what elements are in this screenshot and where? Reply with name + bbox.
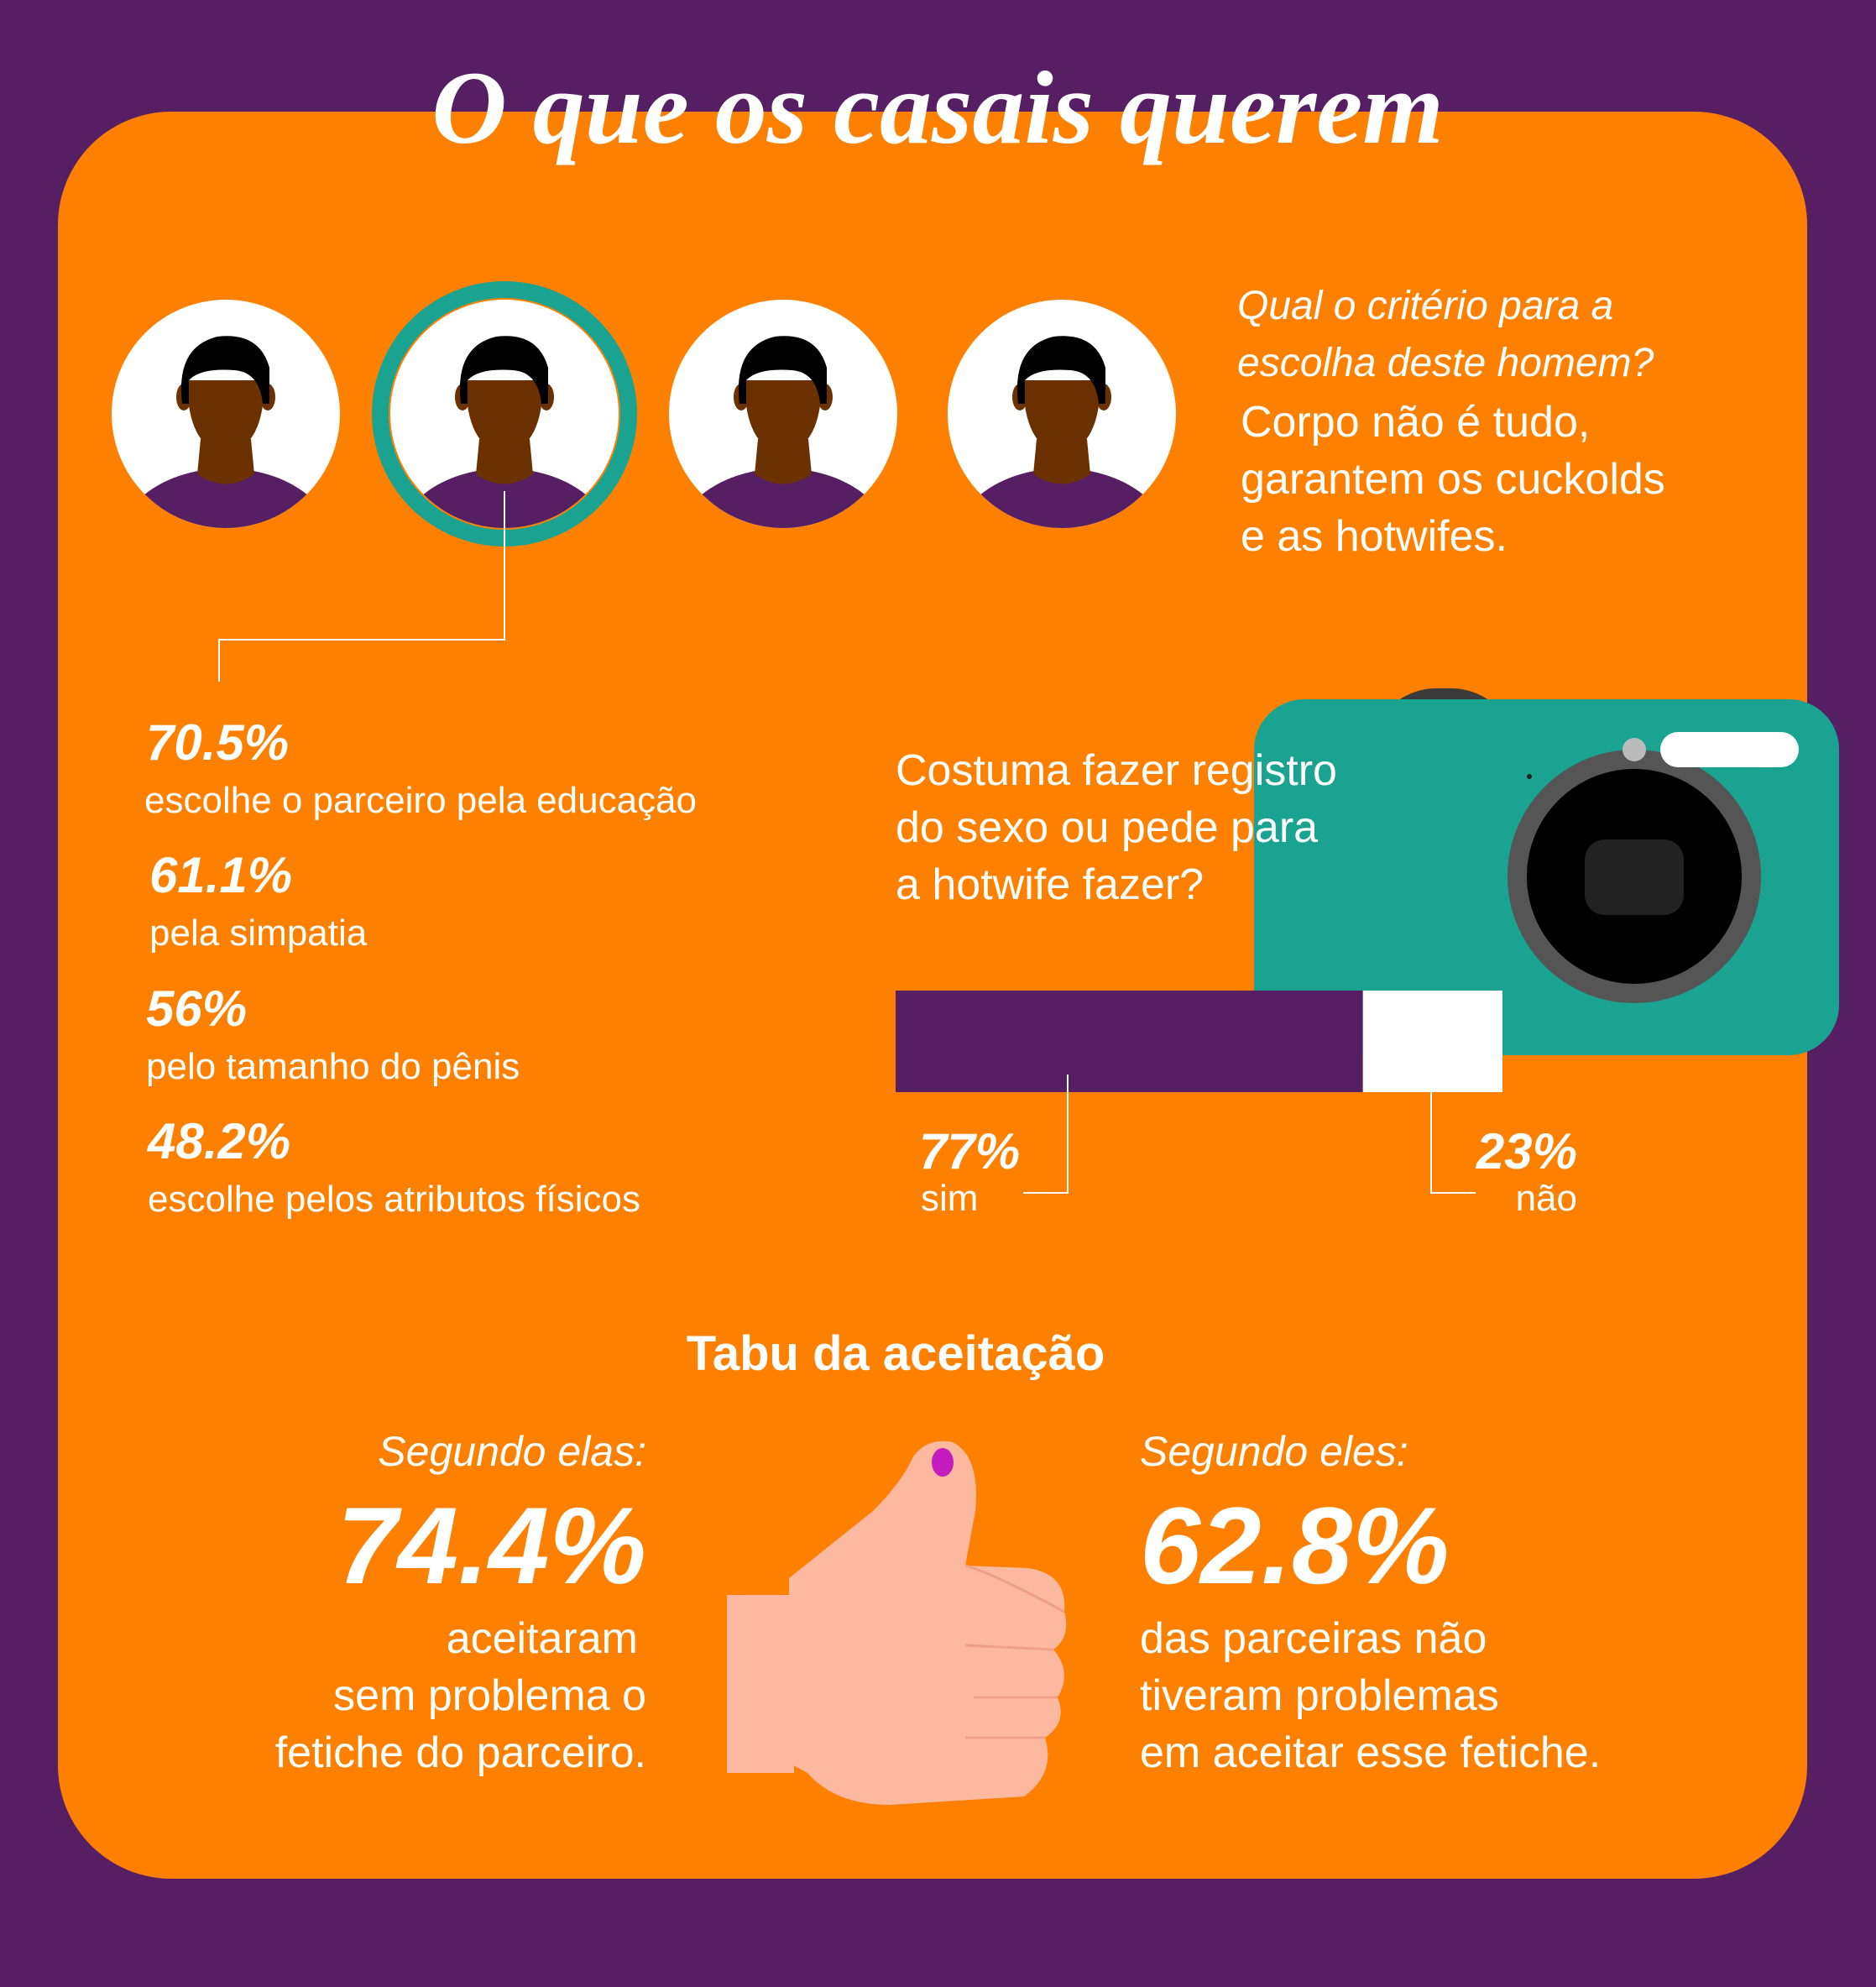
- body-text: em aceitar esse fetiche.: [1140, 1728, 1601, 1777]
- big-value: 74.4%: [337, 1484, 646, 1607]
- body-text: aceitaram: [447, 1614, 638, 1663]
- poll-bar: [896, 991, 1502, 1092]
- bar-segment: [1362, 991, 1502, 1092]
- connector: [1430, 1092, 1476, 1194]
- answer: garantem os cuckolds: [1241, 455, 1665, 504]
- section-title: Tabu da aceitação: [687, 1326, 1105, 1381]
- connector: [218, 491, 505, 682]
- stat-value: 56%: [146, 980, 247, 1037]
- answer: Corpo não é tudo,: [1241, 398, 1590, 447]
- bar-segment: [896, 991, 1363, 1092]
- stat-label: pela simpatia: [149, 912, 368, 954]
- body-text: tiveram problemas: [1140, 1671, 1499, 1720]
- intro: Segundo eles:: [1140, 1428, 1408, 1475]
- stat-value: 70.5%: [146, 714, 289, 771]
- body-text: fetiche do parceiro.: [275, 1728, 646, 1777]
- poll-question: a hotwife fazer?: [896, 860, 1204, 909]
- title: O que os casais querem: [431, 50, 1444, 165]
- poll-question: Costuma fazer registro: [896, 746, 1337, 795]
- poll-value-label: 23%: [1476, 1123, 1577, 1179]
- poll-category: não: [1516, 1178, 1577, 1219]
- stat-value: 48.2%: [147, 1113, 290, 1169]
- question: escolha deste homem?: [1237, 341, 1654, 385]
- stat-label: escolhe o parceiro pela educação: [144, 780, 697, 821]
- intro: Segundo elas:: [378, 1428, 646, 1475]
- poll-question: do sexo ou pede para: [896, 803, 1318, 852]
- stat-label: escolhe pelos atributos físicos: [148, 1179, 640, 1220]
- question: Qual o critério para a: [1237, 284, 1613, 328]
- answer: e as hotwifes.: [1241, 512, 1508, 561]
- thumbs-up: [727, 1441, 1067, 1805]
- camera: [1254, 688, 1839, 1055]
- poll-value-label: 77%: [919, 1123, 1020, 1179]
- big-value: 62.8%: [1140, 1484, 1450, 1607]
- body-text: sem problema o: [333, 1671, 646, 1720]
- poll-category: sim: [921, 1178, 978, 1219]
- connector: [1023, 1075, 1069, 1194]
- stat-value: 61.1%: [149, 847, 292, 903]
- body-text: das parceiras não: [1140, 1614, 1487, 1663]
- stat-label: pelo tamanho do pênis: [146, 1046, 520, 1087]
